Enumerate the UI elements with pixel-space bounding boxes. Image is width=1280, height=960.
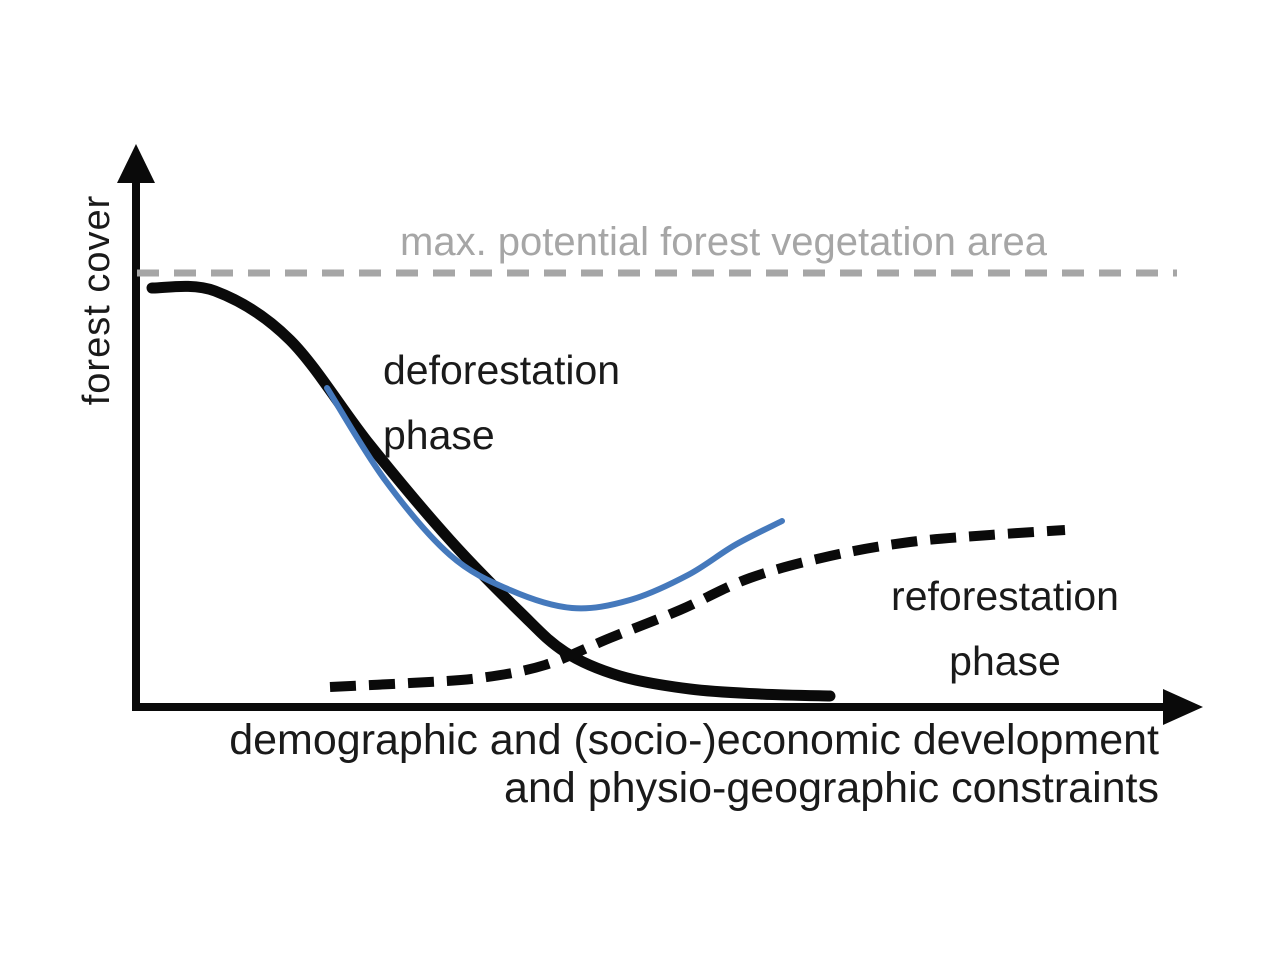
reforestation-phase-label: reforestation phase [891, 564, 1119, 694]
deforestation-phase-label-line2: phase [383, 412, 495, 458]
forest-cover-u-curve-blue [324, 385, 785, 612]
x-axis-arrowhead [1163, 689, 1203, 725]
reforestation-phase-label-line2: phase [949, 638, 1061, 684]
x-axis-label-line2: and physio-geographic constraints [504, 764, 1159, 812]
max-potential-line-label: max. potential forest vegetation area [400, 220, 1048, 264]
x-axis-label: demographic and (socio-)economic develop… [229, 716, 1159, 812]
axes-layer [117, 144, 1203, 725]
deforestation-phase-label-line1: deforestation [383, 347, 621, 393]
x-axis-label-line1: demographic and (socio-)economic develop… [229, 716, 1159, 764]
y-axis-arrowhead [117, 144, 155, 183]
deforestation-phase-label: deforestation phase [383, 338, 620, 468]
reforestation-dashed-curve [329, 525, 1066, 692]
curves-layer [137, 269, 1177, 702]
y-axis-label: forest cover [76, 194, 118, 406]
reforestation-phase-label-line1: reforestation [891, 573, 1119, 619]
